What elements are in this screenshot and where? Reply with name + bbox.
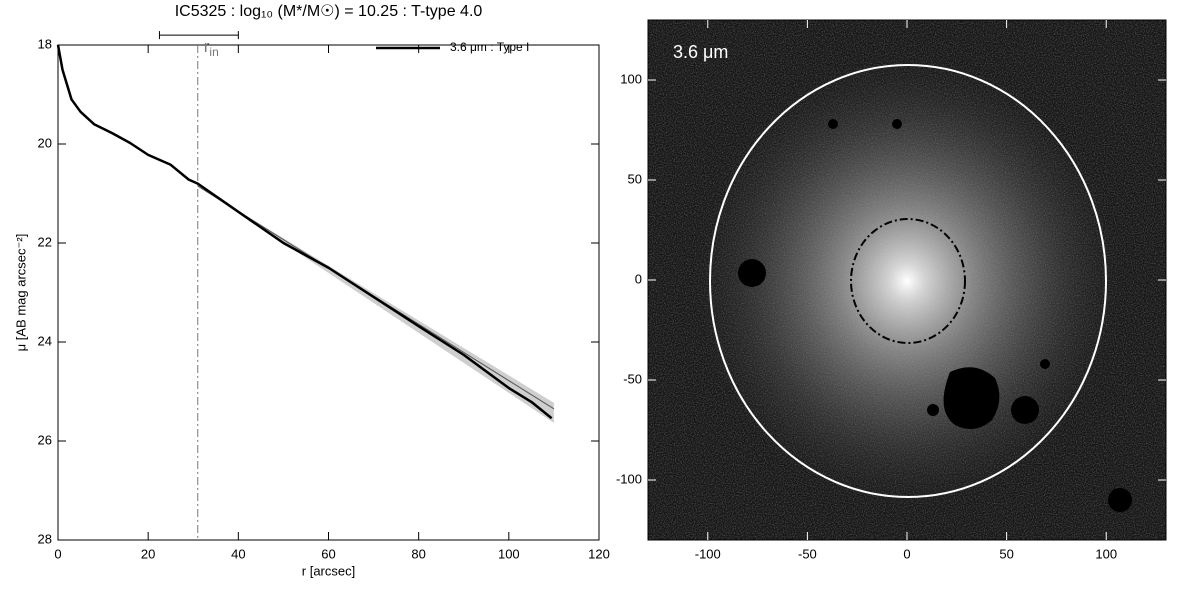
legend-label: 3.6 μm : Type I [450,40,529,54]
y-tick-label: -50 [623,371,642,386]
y-tick-label: 22 [38,234,52,249]
y-tick-label: 24 [38,333,52,348]
r-in-label: rin [204,37,219,59]
x-tick-label: 0 [54,546,61,561]
x-tick-label: 60 [321,546,335,561]
x-tick-label: 50 [999,546,1013,561]
plot-frame [57,44,600,541]
x-tick-label: 120 [588,546,610,561]
x-axis-label: r [arcsec] [302,563,355,578]
x-tick-label: 100 [498,546,520,561]
galaxy-image [648,20,1166,540]
y-tick-label: -100 [616,471,642,486]
r-in-subscript: in [209,45,218,59]
r-in-label: r [204,37,210,56]
y-tick-label: 26 [38,432,52,447]
band-label: 3.6 μm [673,42,728,62]
x-tick-label: 40 [231,546,245,561]
y-tick-label: 50 [628,171,642,186]
y-tick-label: 0 [635,271,642,286]
x-tick-label: 20 [141,546,155,561]
x-tick-label: 80 [411,546,425,561]
y-tick-label: 28 [38,531,52,546]
y-tick-label: 100 [620,71,642,86]
x-tick-label: -100 [695,546,721,561]
chart-title: IC5325 : log₁₀ (M*/M☉) = 10.25 : T-type … [175,3,483,20]
y-tick-label: 20 [38,135,52,150]
y-tick-label: 18 [38,36,52,51]
y-axis-label: μ [AB mag arcsec⁻²] [13,234,28,352]
x-tick-label: -50 [798,546,817,561]
profile-line [56,44,553,420]
x-tick-label: 0 [903,546,910,561]
x-tick-label: 100 [1095,546,1117,561]
